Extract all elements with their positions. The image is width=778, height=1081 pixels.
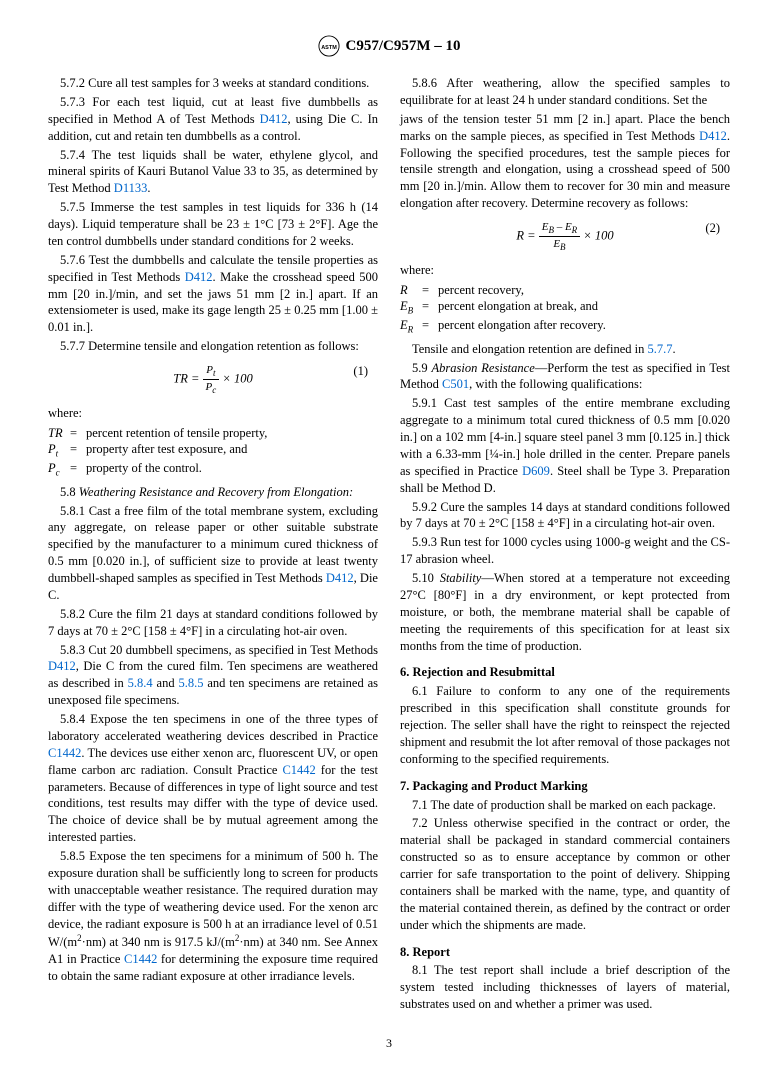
para-5-8-6: 5.8.6 After weathering, allow the specif… [400,75,730,109]
link-d412-4[interactable]: D412 [48,659,76,673]
para-5-9: 5.9 Abrasion Resistance—Perform the test… [400,360,730,394]
link-d412-2[interactable]: D412 [185,270,213,284]
para-5-8-1: 5.8.1 Cast a free film of the total memb… [48,503,378,604]
equation-2: R = EB – EREB × 100 (2) [400,220,730,254]
where-label-2: where: [400,262,730,279]
link-d609[interactable]: D609 [522,464,550,478]
para-5-9-2: 5.9.2 Cure the samples 14 days at standa… [400,499,730,533]
where-definitions-2: R=percent recovery, EB=percent elongatio… [400,282,730,336]
para-5-9-1: 5.9.1 Cast test samples of the entire me… [400,395,730,496]
para-8-1: 8.1 The test report shall include a brie… [400,962,730,1013]
para-5-7-4: 5.7.4 The test liquids shall be water, e… [48,147,378,198]
page: ASTM C957/C957M – 10 5.7.2 Cure all test… [0,0,778,1081]
para-5-7-2: 5.7.2 Cure all test samples for 3 weeks … [48,75,378,92]
para-5-8-4: 5.8.4 Expose the ten specimens in one of… [48,711,378,846]
para-5-7-7: 5.7.7 Determine tensile and elongation r… [48,338,378,355]
link-577[interactable]: 5.7.7 [648,342,673,356]
para-5-8-3: 5.8.3 Cut 20 dumbbell specimens, as spec… [48,642,378,710]
para-6-1: 6.1 Failure to conform to any one of the… [400,683,730,767]
where-label: where: [48,405,378,422]
para-7-1: 7.1 The date of production shall be mark… [400,797,730,814]
para-tensile-retention: Tensile and elongation retention are def… [400,341,730,358]
para-5-9-3: 5.9.3 Run test for 1000 cycles using 100… [400,534,730,568]
equation-1: TR = PtPc × 100 (1) [48,363,378,397]
link-584[interactable]: 5.8.4 [128,676,153,690]
where-definitions-1: TR=percent retention of tensile property… [48,425,378,479]
section-6-head: 6. Rejection and Resubmittal [400,664,730,681]
link-c1442-2[interactable]: C1442 [282,763,315,777]
link-c1442-3[interactable]: C1442 [124,952,157,966]
para-5-10: 5.10 Stability—When stored at a temperat… [400,570,730,654]
para-7-2: 7.2 Unless otherwise specified in the co… [400,815,730,933]
link-c501[interactable]: C501 [442,377,469,391]
astm-logo: ASTM [318,35,340,57]
link-585[interactable]: 5.8.5 [178,676,203,690]
para-5-7-6: 5.7.6 Test the dumbbells and calculate t… [48,252,378,336]
para-5-8-2: 5.8.2 Cure the film 21 days at standard … [48,606,378,640]
svg-text:ASTM: ASTM [321,45,337,51]
link-d1133[interactable]: D1133 [114,181,148,195]
link-d412[interactable]: D412 [260,112,288,126]
link-d412-3[interactable]: D412 [326,571,354,585]
page-number: 3 [48,1035,730,1051]
link-c1442[interactable]: C1442 [48,746,81,760]
para-5-8-head: 5.8 Weathering Resistance and Recovery f… [48,484,378,501]
para-5-7-3: 5.7.3 For each test liquid, cut at least… [48,94,378,145]
section-8-head: 8. Report [400,944,730,961]
body-columns: 5.7.2 Cure all test samples for 3 weeks … [48,75,730,1013]
para-5-7-5: 5.7.5 Immerse the test samples in test l… [48,199,378,250]
link-d412-5[interactable]: D412 [699,129,727,143]
designation: C957/C957M – 10 [346,36,461,56]
section-7-head: 7. Packaging and Product Marking [400,778,730,795]
para-5-8-6-cont: jaws of the tension tester 51 mm [2 in.]… [400,111,730,212]
document-header: ASTM C957/C957M – 10 [48,35,730,57]
para-5-8-5: 5.8.5 Expose the ten specimens for a min… [48,848,378,985]
